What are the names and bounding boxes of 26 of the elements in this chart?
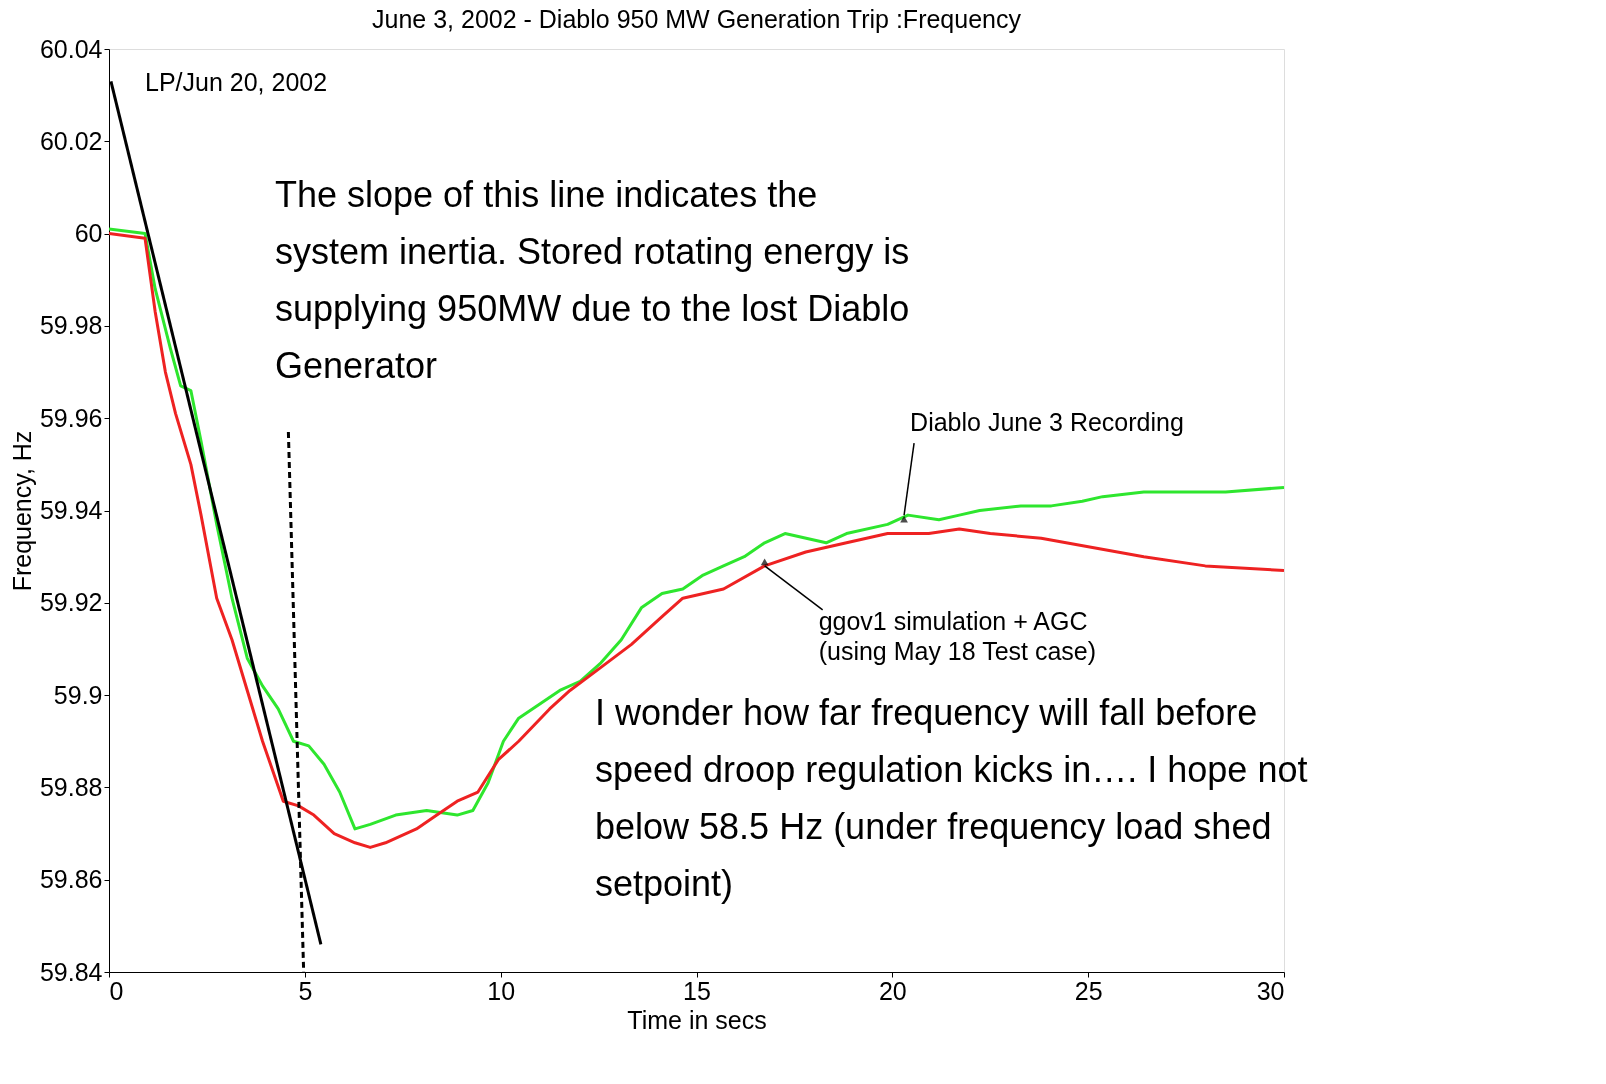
y-tick-label: 59.92 xyxy=(39,588,103,617)
y-tick-label: 60 xyxy=(74,219,103,248)
y-tick-label: 59.94 xyxy=(39,496,103,524)
x-tick-label: 15 xyxy=(683,976,711,1005)
annotation: The slope of this line indicates the system inertia. Stored rotating energy is supplying 950MW due to the lost Diablo Generator xyxy=(275,174,910,386)
chart-title: June 3, 2002 - Diablo 950 MW Generation Trip :Frequency xyxy=(372,5,1022,33)
y-tick-label: 59.9 xyxy=(53,680,103,709)
x-tick-label: 10 xyxy=(487,976,516,1005)
y-tick-label: 60.02 xyxy=(39,126,103,155)
y-tick-label: 59.86 xyxy=(39,865,103,894)
y-tick-label: 60.04 xyxy=(39,34,103,63)
x-tick-label: 20 xyxy=(878,976,907,1005)
x-tick-label: 30 xyxy=(1256,976,1285,1005)
x-axis-title: Time in secs xyxy=(627,1005,767,1034)
y-tick-label: 59.84 xyxy=(39,957,103,986)
y-tick-label: 59.88 xyxy=(39,772,103,801)
annotation: I wonder how far frequency will fall before speed droop regulation kicks in…. I hope not below 58.5 Hz (under frequency load shed setpoint) xyxy=(595,692,1308,904)
annotation: LP/Jun 20, 2002 xyxy=(145,68,328,96)
x-tick-label: 25 xyxy=(1074,976,1103,1005)
y-tick-label: 59.98 xyxy=(39,311,103,340)
y-axis-title: Frequency, Hz xyxy=(7,430,36,592)
y-tick-label: 59.96 xyxy=(39,403,103,432)
annotation: ggov1 simulation + AGC (using May 18 Test case) xyxy=(818,606,1097,665)
x-tick-label: 0 xyxy=(109,976,124,1005)
x-tick-label: 5 xyxy=(298,976,313,1005)
annotation: Diablo June 3 Recording xyxy=(910,408,1184,437)
